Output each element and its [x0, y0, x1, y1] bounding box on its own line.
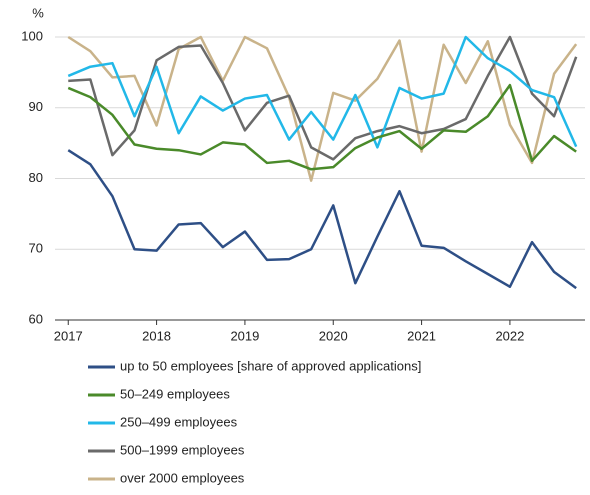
- x-tick-label: 2019: [230, 328, 259, 343]
- x-tick-label: 2021: [407, 328, 436, 343]
- y-tick-label: 80: [29, 170, 43, 185]
- x-tick-label: 2022: [495, 328, 524, 343]
- y-tick-label: 60: [29, 311, 43, 326]
- legend-label: over 2000 employees: [120, 470, 245, 485]
- y-tick-label: 90: [29, 99, 43, 114]
- x-tick-label: 2017: [54, 328, 83, 343]
- x-tick-label: 2020: [319, 328, 348, 343]
- series-line: [67, 35, 578, 149]
- legend-label: 50–249 employees: [120, 386, 230, 401]
- x-tick-label: 2018: [142, 328, 171, 343]
- legend-label: up to 50 employees [share of approved ap…: [120, 358, 421, 373]
- y-tick-label: 70: [29, 241, 43, 256]
- series-line: [67, 35, 578, 182]
- y-tick-label: 100: [21, 28, 43, 43]
- series-line: [67, 149, 577, 290]
- y-axis-label: %: [32, 5, 44, 20]
- series-line: [67, 83, 577, 171]
- legend-label: 500–1999 employees: [120, 442, 245, 457]
- legend-label: 250–499 employees: [120, 414, 238, 429]
